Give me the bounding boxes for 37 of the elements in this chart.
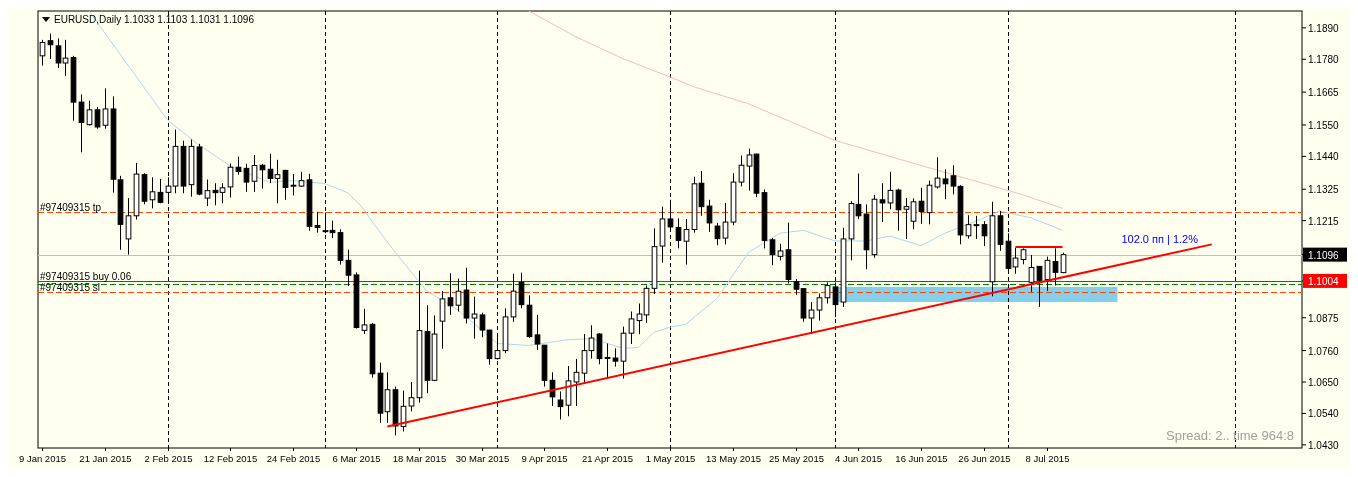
line-series bbox=[528, 11, 1064, 209]
x-tick-label: 21 Apr 2015 bbox=[581, 453, 634, 464]
annotation: Spread: 2.. time 964:8 bbox=[1166, 428, 1294, 443]
x-tick-label: 9 Jan 2015 bbox=[18, 453, 67, 464]
annotation: 102.0 пп | 1.2% bbox=[1121, 233, 1199, 246]
x-tick-label: 9 Apr 2015 bbox=[521, 453, 568, 464]
ref-line-label: #97409315 buy 0.06 bbox=[40, 270, 132, 282]
ref-line-label: #97409315 sl bbox=[40, 281, 101, 293]
y-tick-label: 1.1780 bbox=[1308, 54, 1340, 66]
y-tick-label: 1.0875 bbox=[1308, 312, 1340, 324]
x-tick-label: 12 Feb 2015 bbox=[203, 453, 258, 464]
x-tick-label: 18 Mar 2015 bbox=[392, 453, 447, 464]
x-tick-label: 16 Jun 2015 bbox=[895, 453, 948, 464]
y-tick-label: 1.0760 bbox=[1308, 345, 1340, 357]
x-tick-label: 24 Feb 2015 bbox=[266, 453, 321, 464]
y-tick-label: 1.1096 bbox=[1308, 249, 1340, 261]
ref-line-label: #97409315 tp bbox=[40, 201, 102, 213]
y-tick-label: 1.0540 bbox=[1308, 408, 1340, 420]
y-tick-label: 1.1325 bbox=[1308, 184, 1340, 196]
y-tick-label: 1.1215 bbox=[1308, 215, 1340, 227]
y-tick-label: 1.1890 bbox=[1308, 22, 1340, 34]
y-tick-label: 1.1440 bbox=[1308, 151, 1340, 163]
x-tick-label: 4 Jun 2015 bbox=[834, 453, 883, 464]
x-tick-label: 2 Feb 2015 bbox=[144, 453, 193, 464]
y-tick-label: 1.1004 bbox=[1308, 275, 1340, 287]
x-tick-label: 8 Jul 2015 bbox=[1025, 453, 1070, 464]
x-tick-label: 6 Mar 2015 bbox=[332, 453, 381, 464]
x-tick-label: 25 May 2015 bbox=[769, 453, 824, 464]
x-tick-label: 30 Mar 2015 bbox=[455, 453, 510, 464]
y-tick-label: 1.1550 bbox=[1308, 119, 1340, 131]
x-tick-label: 1 May 2015 bbox=[645, 453, 696, 464]
y-tick-label: 1.1665 bbox=[1308, 87, 1340, 99]
x-tick-label: 21 Jan 2015 bbox=[79, 453, 132, 464]
y-tick-label: 1.0430 bbox=[1308, 439, 1340, 451]
x-tick-label: 13 May 2015 bbox=[706, 453, 761, 464]
y-tick-label: 1.0650 bbox=[1308, 377, 1340, 389]
x-tick-label: 26 Jun 2015 bbox=[958, 453, 1011, 464]
